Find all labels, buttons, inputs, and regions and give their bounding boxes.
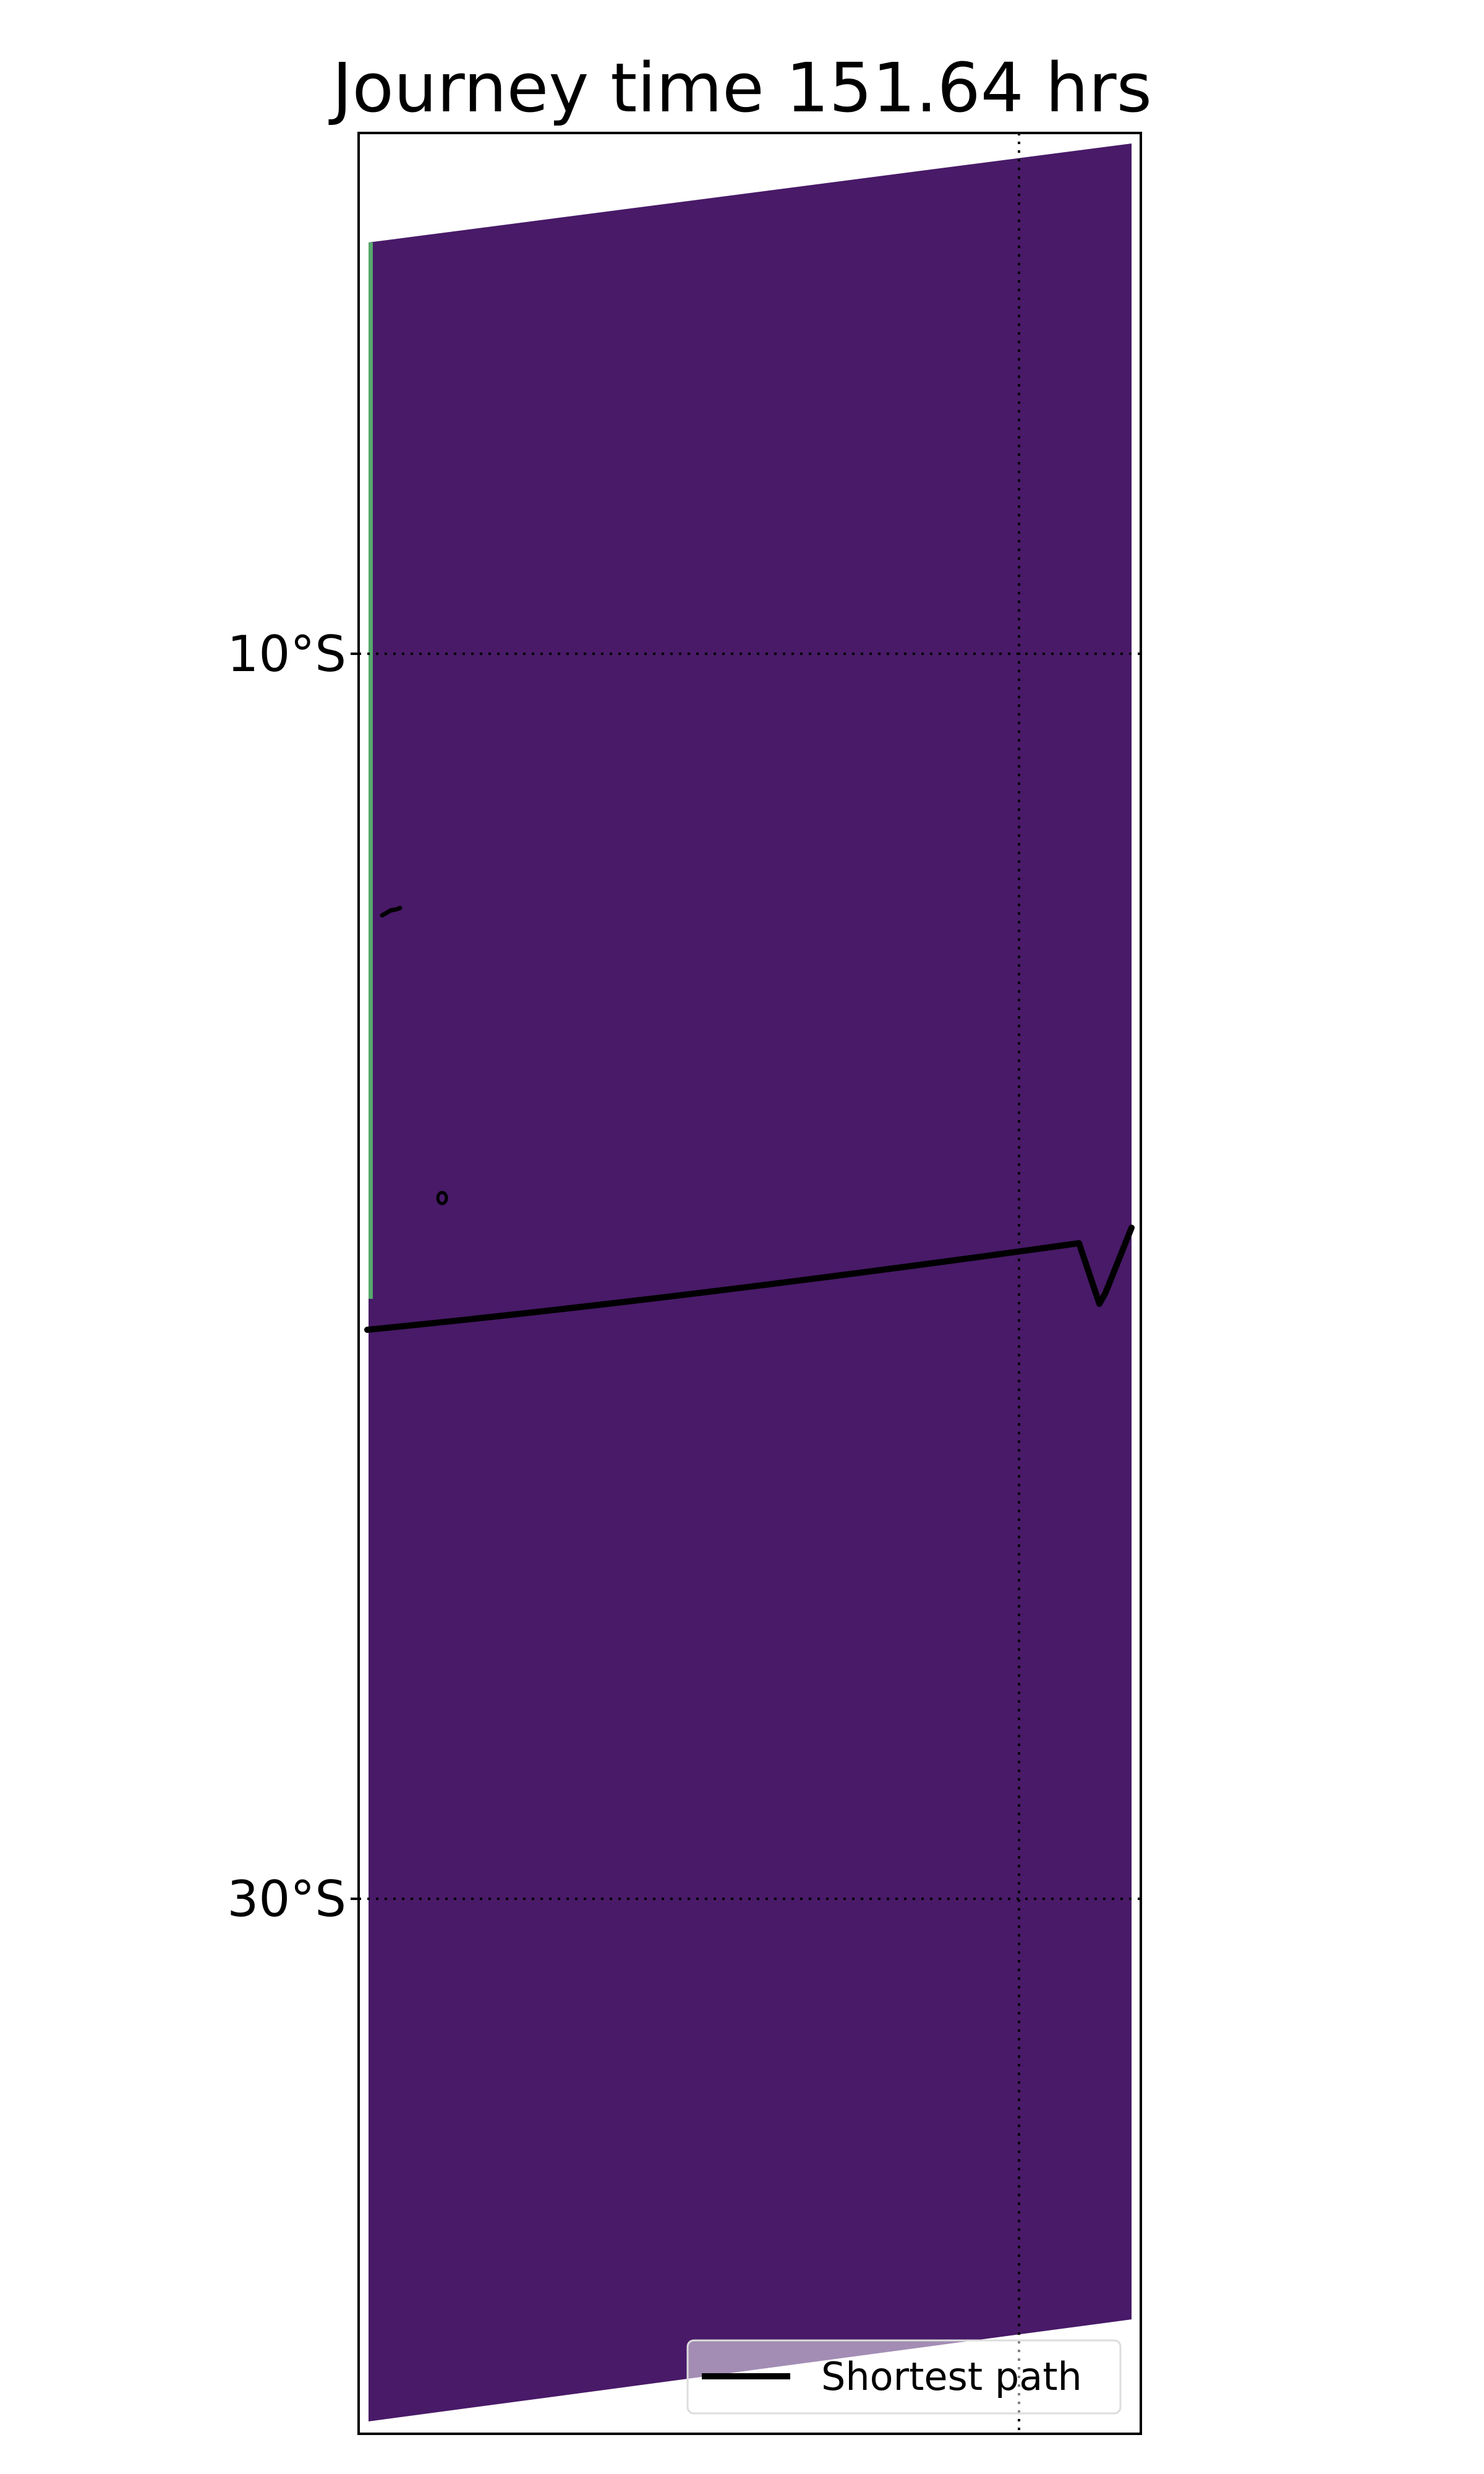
legend-box [686, 2339, 1122, 2415]
journey-time-field [369, 143, 1132, 2421]
island-outline [380, 905, 403, 918]
island-outline [436, 1191, 448, 1205]
legend: Shortest path [686, 2339, 1122, 2415]
lat-label-30s: 30°S [227, 1870, 346, 1928]
map-frame [357, 132, 1142, 2435]
coastline-edge [369, 242, 373, 1299]
lat-label-10s: 10°S [227, 625, 346, 683]
shortest-path-line [364, 1225, 1135, 1333]
legend-label-shortest-path: Shortest path [821, 2354, 1082, 2399]
map-title: Journey time 151.64 hrs [328, 48, 1152, 127]
